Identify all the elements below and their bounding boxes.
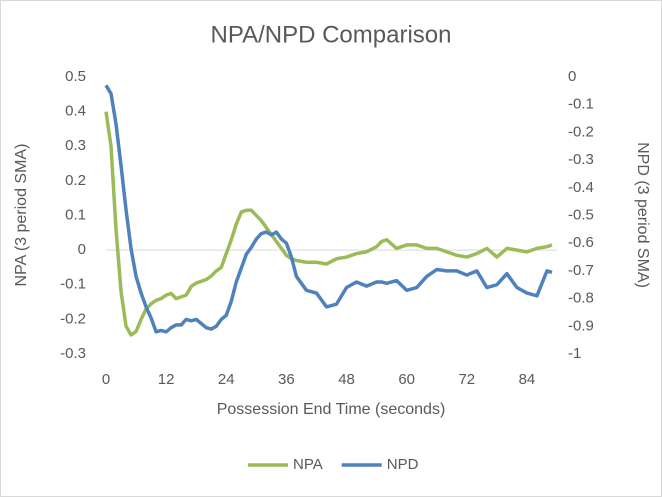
y-axis-title: NPA (3 period SMA) xyxy=(13,144,30,287)
legend-label: NPD xyxy=(387,456,419,473)
x-tick-label: 24 xyxy=(218,371,235,388)
y2-tick-label: -0.6 xyxy=(568,234,594,251)
y2-tick-label: -0.4 xyxy=(568,179,594,196)
y2-tick-label: -0.8 xyxy=(568,290,594,307)
y-tick-label: 0.2 xyxy=(65,172,86,189)
series-line xyxy=(104,111,553,337)
x-axis-title: Possession End Time (seconds) xyxy=(217,401,446,418)
x-tick-label: 84 xyxy=(519,371,536,388)
x-tick-label: 0 xyxy=(102,371,110,388)
y-tick-label: -0.2 xyxy=(60,310,86,327)
y-tick-label: 0.4 xyxy=(65,103,86,120)
y-tick-label: 0 xyxy=(78,241,86,258)
x-tick-label: 12 xyxy=(158,371,175,388)
y-tick-label: -0.1 xyxy=(60,276,86,293)
y2-tick-label: -0.1 xyxy=(568,96,594,113)
chart-title: NPA/NPD Comparison xyxy=(211,21,452,48)
y-tick-label: 0.1 xyxy=(65,206,86,223)
y2-tick-label: 0 xyxy=(568,68,576,85)
x-tick-label: 48 xyxy=(338,371,355,388)
y2-tick-label: -0.2 xyxy=(568,123,594,140)
x-tick-label: 36 xyxy=(278,371,295,388)
x-tick-label: 60 xyxy=(398,371,415,388)
legend-label: NPA xyxy=(293,456,323,473)
y-tick-label: 0.3 xyxy=(65,137,86,154)
x-tick-label: 72 xyxy=(458,371,475,388)
y2-axis-title: NPD (3 period SMA) xyxy=(634,142,651,288)
y2-tick-label: -0.3 xyxy=(568,151,594,168)
series-line xyxy=(104,84,553,334)
y2-tick-label: -0.7 xyxy=(568,262,594,279)
y2-tick-label: -0.9 xyxy=(568,317,594,334)
y-tick-label: -0.3 xyxy=(60,345,86,362)
y-tick-label: 0.5 xyxy=(65,68,86,85)
y2-tick-label: -0.5 xyxy=(568,206,594,223)
y2-tick-label: -1 xyxy=(568,345,581,362)
